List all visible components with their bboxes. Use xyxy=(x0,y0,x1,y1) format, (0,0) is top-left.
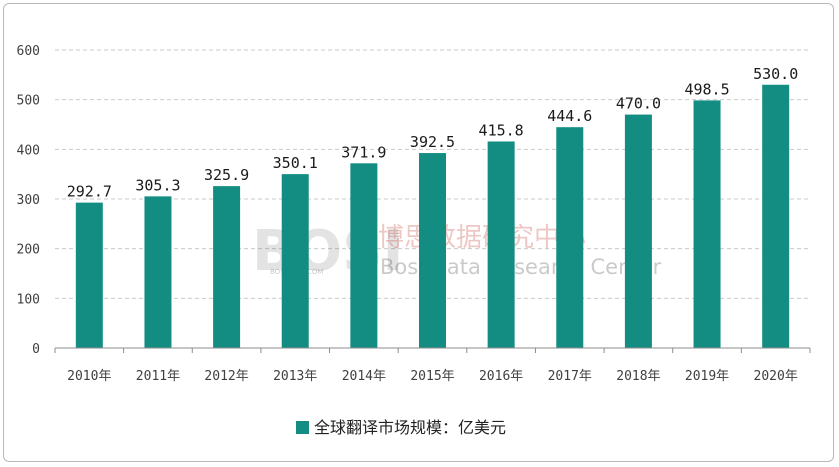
legend: 全球翻译市场规模：亿美元 xyxy=(296,418,506,437)
y-tick-label: 500 xyxy=(17,94,40,109)
y-tick-label: 300 xyxy=(17,193,40,208)
x-tick-label: 2016年 xyxy=(479,369,523,384)
data-labels: 292.7 305.3 325.9 350.1 371.9 392.5 415.8 444.6… xyxy=(67,65,799,201)
x-tick-label: 2020年 xyxy=(754,369,798,384)
bar-series xyxy=(75,84,790,349)
watermark: BOSI BOSIDATA.COM 博思数据研究中心 Bosi Data Res… xyxy=(252,219,662,284)
data-label: 498.5 xyxy=(684,80,729,98)
data-label: 371.9 xyxy=(341,143,386,161)
x-tick-label: 2013年 xyxy=(273,369,317,384)
data-label: 415.8 xyxy=(479,121,524,139)
bar xyxy=(144,196,172,348)
y-tick-label: 400 xyxy=(17,143,40,158)
legend-label: 全球翻译市场规模：亿美元 xyxy=(314,418,506,437)
legend-swatch xyxy=(296,421,309,434)
x-tick-label: 2017年 xyxy=(548,369,592,384)
x-tick-label: 2012年 xyxy=(204,369,248,384)
y-tick-label: 0 xyxy=(32,342,40,357)
x-tick-label: 2014年 xyxy=(342,369,386,384)
x-axis: 2010年 2011年 2012年 2013年 2014年 2015年 2016年 2017年… xyxy=(54,347,811,384)
bar xyxy=(762,84,790,349)
bar xyxy=(75,202,103,348)
watermark-logo: BOSI xyxy=(252,219,403,284)
x-tick-label: 2011年 xyxy=(136,369,180,384)
y-tick-label: 100 xyxy=(17,292,40,307)
bar xyxy=(213,186,241,348)
bar xyxy=(419,153,446,348)
data-label: 444.6 xyxy=(547,107,592,125)
y-tick-label: 200 xyxy=(17,243,40,258)
bar xyxy=(487,141,515,348)
y-axis-ticks: 0 100 200 300 400 500 600 xyxy=(17,44,40,357)
bar xyxy=(350,163,378,348)
watermark-cn: 博思数据研究中心 xyxy=(378,223,586,253)
bar xyxy=(556,127,584,348)
bar xyxy=(693,100,721,348)
bar xyxy=(281,174,309,348)
x-tick-label: 2019年 xyxy=(685,369,729,384)
x-tick-label: 2015年 xyxy=(410,369,454,384)
x-tick-label: 2018年 xyxy=(616,369,660,384)
data-label: 392.5 xyxy=(410,133,455,151)
y-tick-label: 600 xyxy=(17,44,40,59)
bar xyxy=(624,114,652,348)
data-label: 350.1 xyxy=(273,154,318,172)
data-label: 325.9 xyxy=(204,166,249,184)
data-label: 292.7 xyxy=(67,183,112,201)
data-label: 470.0 xyxy=(616,95,661,113)
data-label: 305.3 xyxy=(135,176,180,194)
data-label: 530.0 xyxy=(753,65,798,83)
x-tick-label: 2010年 xyxy=(67,369,111,384)
